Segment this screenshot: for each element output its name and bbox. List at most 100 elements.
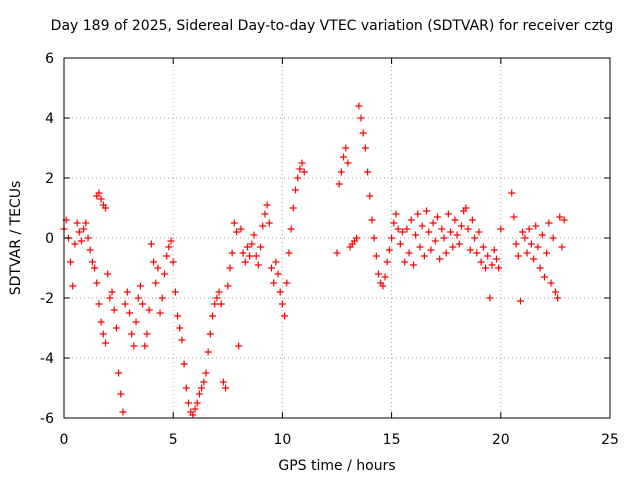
data-point [77,237,85,245]
data-point [333,249,341,257]
data-point [344,159,352,167]
data-point [67,258,75,266]
data-point [416,243,424,251]
data-point [134,294,142,302]
data-point [224,282,232,290]
x-tick-label: 10 [273,432,291,448]
data-point [538,231,546,239]
data-point [423,207,431,215]
data-point [180,360,188,368]
data-point [250,231,258,239]
data-point [281,312,289,320]
data-point [516,297,524,305]
data-point [298,159,306,167]
data-point [154,264,162,272]
data-point [158,294,166,302]
data-point [222,384,230,392]
x-tick-label: 25 [601,432,619,448]
data-point [248,240,256,248]
data-point [278,300,286,308]
data-point [95,300,103,308]
data-point [71,240,79,248]
data-point [174,312,182,320]
data-point [121,300,129,308]
data-point [217,300,225,308]
data-point [370,234,378,242]
data-point [184,399,192,407]
data-point [342,144,350,152]
data-point [263,201,271,209]
y-tick-label: -6 [40,411,54,427]
data-point [381,273,389,281]
data-point [108,288,116,296]
data-point [285,249,293,257]
data-point [420,252,428,260]
data-point [425,228,433,236]
data-point [104,270,112,278]
data-point [401,258,409,266]
data-point [110,306,118,314]
data-point [150,258,158,266]
data-point [130,342,138,350]
data-point [455,240,463,248]
data-point [132,318,140,326]
data-point [143,330,151,338]
data-point [261,210,269,218]
data-points [60,102,568,419]
data-point [88,258,96,266]
data-point [93,279,101,287]
data-point [296,165,304,173]
data-point [442,249,450,257]
data-point [198,384,206,392]
data-point [364,168,372,176]
data-point [530,255,538,263]
data-point [556,213,564,221]
data-point [497,225,505,233]
data-point [540,273,548,281]
data-point [243,243,251,251]
x-axis-label: GPS time / hours [278,458,395,474]
data-point [176,324,184,332]
data-point [359,129,367,137]
data-point [427,246,435,254]
data-point [211,300,219,308]
data-point [75,228,83,236]
data-point [462,204,470,212]
y-tick-label: 6 [45,51,54,67]
data-point [543,249,551,257]
data-point [147,240,155,248]
data-point [267,264,275,272]
y-axis-label: SDTVAR / TECUs [8,181,24,296]
data-point [368,216,376,224]
data-point [230,219,238,227]
data-point [379,282,387,290]
data-point [69,282,77,290]
data-point [412,231,420,239]
data-point [383,258,391,266]
data-point [287,225,295,233]
data-point [182,384,190,392]
data-point [178,336,186,344]
data-point [241,258,249,266]
data-point [495,264,503,272]
data-point [473,249,481,257]
data-point [202,369,210,377]
data-point [228,249,236,257]
data-point [514,252,522,260]
data-point [447,228,455,236]
data-point [126,309,134,317]
data-point [536,264,544,272]
data-point [86,246,94,254]
data-point [274,270,282,278]
data-point [257,243,265,251]
data-point [508,189,516,197]
data-point [418,222,426,230]
data-point [283,279,291,287]
data-point [357,114,365,122]
axis-ticks: 0 5 10 15 20 25 -6 -4 -2 0 2 4 6 [40,51,619,448]
data-point [82,219,90,227]
data-point [213,294,221,302]
data-point [289,204,297,212]
data-point [156,309,164,317]
